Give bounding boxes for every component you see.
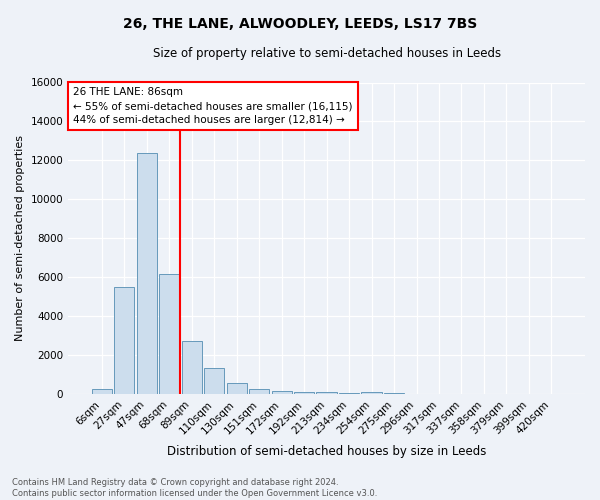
Text: Contains HM Land Registry data © Crown copyright and database right 2024.
Contai: Contains HM Land Registry data © Crown c… [12,478,377,498]
Bar [361,392,382,394]
Y-axis label: Number of semi-detached properties: Number of semi-detached properties [15,136,25,342]
Text: 26, THE LANE, ALWOODLEY, LEEDS, LS17 7BS: 26, THE LANE, ALWOODLEY, LEEDS, LS17 7BS [123,18,477,32]
Bar [272,390,292,394]
Bar [159,274,179,394]
Bar [316,392,337,394]
Text: 26 THE LANE: 86sqm
← 55% of semi-detached houses are smaller (16,115)
44% of sem: 26 THE LANE: 86sqm ← 55% of semi-detache… [73,87,353,125]
X-axis label: Distribution of semi-detached houses by size in Leeds: Distribution of semi-detached houses by … [167,444,486,458]
Bar [137,152,157,394]
Bar [339,393,359,394]
Bar [114,287,134,395]
Title: Size of property relative to semi-detached houses in Leeds: Size of property relative to semi-detach… [152,48,500,60]
Bar [249,389,269,394]
Bar [227,382,247,394]
Bar [92,388,112,394]
Bar [204,368,224,394]
Bar [294,392,314,394]
Bar [182,341,202,394]
